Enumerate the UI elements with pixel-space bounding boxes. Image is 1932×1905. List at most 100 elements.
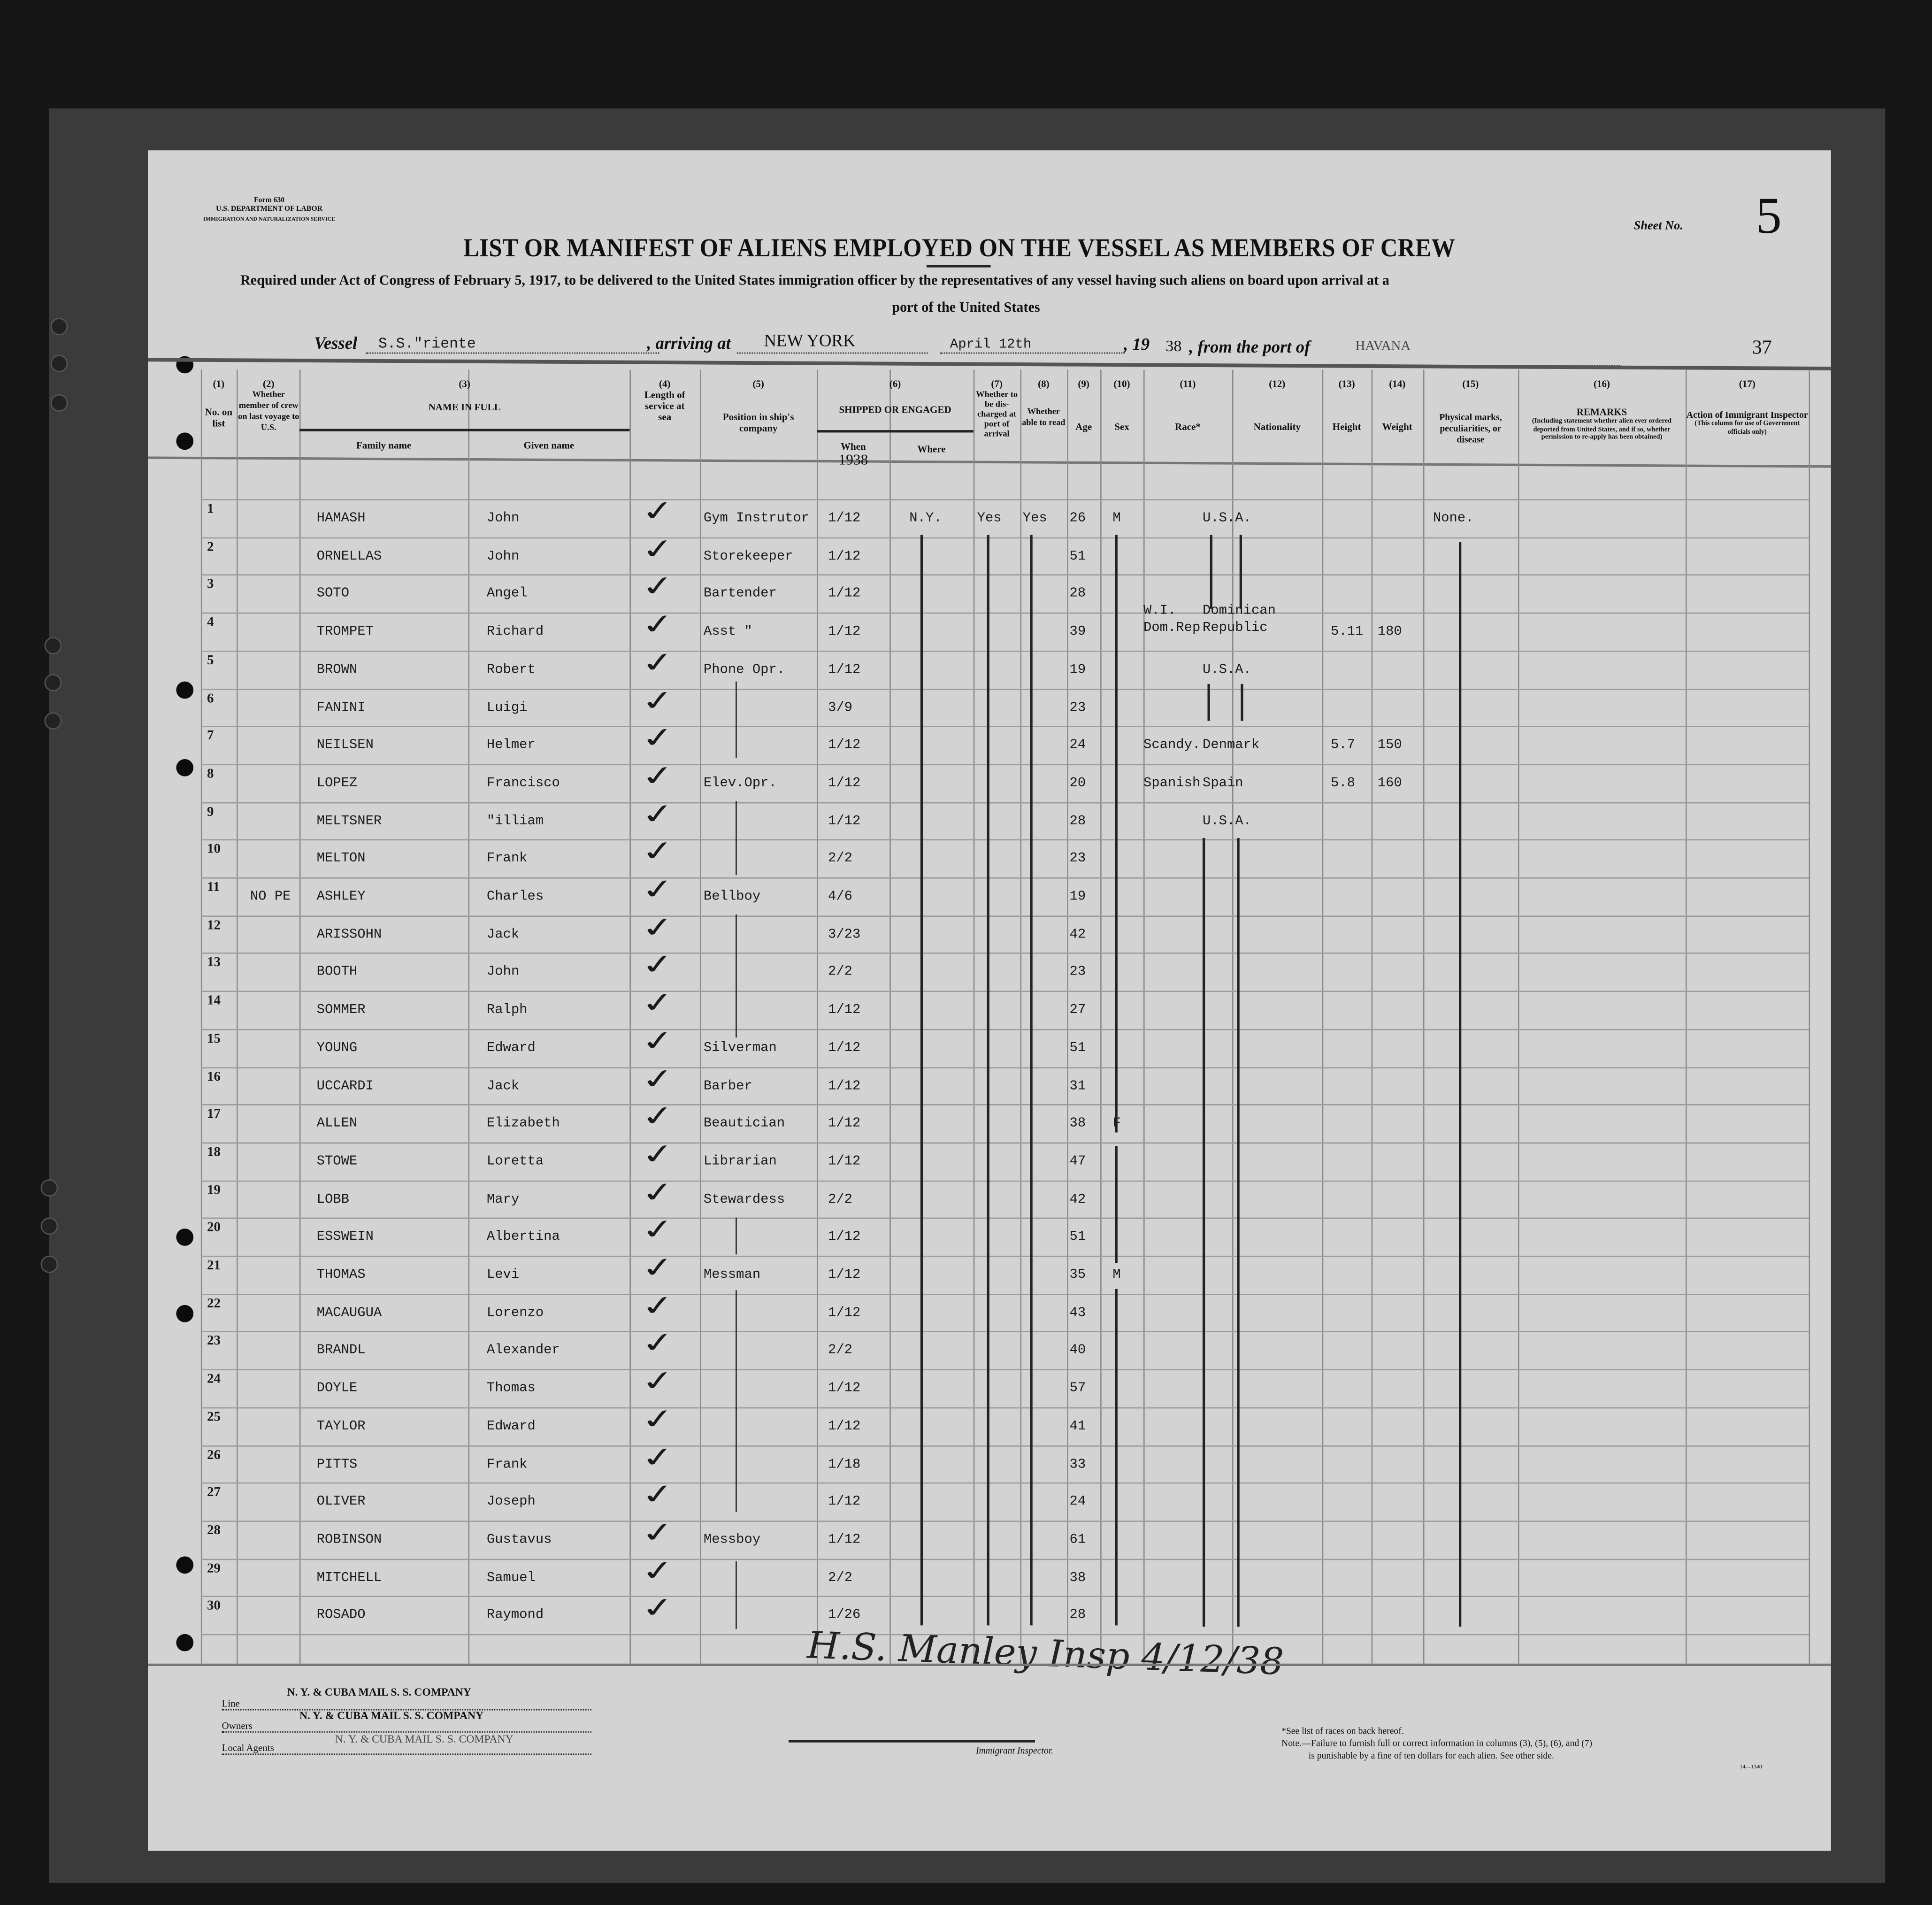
- family-name: ROBINSON: [316, 1533, 382, 1548]
- col7-header: (7) Whether to be dis-charged at port of …: [976, 378, 1018, 439]
- given-name: Raymond: [486, 1608, 544, 1623]
- row-divider: [200, 1596, 1809, 1598]
- nationality: Spain: [1203, 776, 1243, 791]
- port-label: , from the port of: [1189, 338, 1311, 358]
- position: Librarian: [703, 1154, 777, 1169]
- table-row: 29 MITCHELL Samuel ✓ 2/2 38: [0, 1554, 1932, 1597]
- row-divider: [200, 1142, 1809, 1144]
- shipped-when: 1/12: [828, 549, 861, 564]
- row-number: 23: [207, 1334, 221, 1349]
- length-of-service-check: ✓: [638, 684, 679, 718]
- row-divider: [200, 1255, 1809, 1257]
- form-department: U.S. DEPARTMENT OF LABOR: [215, 206, 323, 214]
- row-divider: [200, 1029, 1809, 1030]
- length-of-service-check: ✓: [638, 1062, 679, 1097]
- shipped-when: 3/9: [828, 700, 853, 715]
- column-divider: [468, 369, 470, 1664]
- arriving-label: , arriving at: [647, 335, 731, 354]
- col14-header: (14) Weight: [1382, 378, 1412, 433]
- table-row: 30 ROSADO Raymond ✓ 1/26 28: [0, 1592, 1932, 1634]
- age: 33: [1069, 1457, 1086, 1472]
- page-number: 37: [1752, 338, 1772, 359]
- age: 23: [1069, 852, 1086, 867]
- length-of-service-check: ✓: [638, 836, 679, 869]
- ditto-mark-sex: [1115, 535, 1118, 1133]
- row-divider: [200, 839, 1809, 841]
- inspector-signature-line: [789, 1740, 1035, 1742]
- length-of-service-check: ✓: [638, 760, 679, 794]
- ditto-mark-position: [736, 1217, 737, 1255]
- ditto-mark-nationality: [1203, 838, 1205, 1627]
- row-divider: [200, 953, 1809, 954]
- year-prefix: , 19: [1124, 336, 1150, 355]
- row-number: 7: [207, 728, 214, 744]
- family-name: ORNELLAS: [316, 549, 382, 564]
- form-number: Form 630: [253, 197, 285, 205]
- discharged: Yes: [977, 511, 1002, 526]
- given-name: Edward: [486, 1041, 536, 1056]
- family-name: DOYLE: [316, 1381, 358, 1397]
- given-name: Alexander: [486, 1344, 560, 1359]
- given-name: Elizabeth: [486, 1116, 560, 1132]
- where-header: Where: [917, 444, 946, 455]
- col12-header: (12) Nationality: [1253, 378, 1301, 433]
- shipped-when: 1/18: [828, 1457, 861, 1472]
- length-of-service-check: ✓: [638, 1138, 679, 1172]
- family-name: MELTON: [316, 852, 366, 867]
- row-divider: [200, 650, 1809, 652]
- age: 47: [1069, 1154, 1086, 1169]
- position: Bellboy: [703, 890, 761, 905]
- height: 5.8: [1331, 776, 1356, 791]
- col9-header: (9) Age: [1075, 378, 1092, 433]
- row-number: 2: [207, 539, 214, 554]
- age: 35: [1069, 1268, 1086, 1283]
- position: Phone Opr.: [703, 662, 785, 678]
- table-row: 13 BOOTH John ✓ 2/2 23: [0, 949, 1932, 991]
- given-name: Charles: [486, 890, 544, 905]
- weight: 150: [1377, 738, 1402, 753]
- row-divider: [200, 1483, 1809, 1484]
- column-divider: [629, 369, 631, 1664]
- given-name: Samuel: [486, 1570, 536, 1586]
- table-row: 12 ARISSOHN Jack ✓ 3/23 42: [0, 911, 1932, 953]
- table-row: 7 NEILSEN Helmer ✓ 1/12 24 Scandy. Denmark 5.7 15…: [0, 722, 1932, 764]
- col16-header: (16) REMARKS (Including statement whether …: [1532, 378, 1672, 441]
- row-number: 29: [207, 1560, 221, 1576]
- length-of-service-check: ✓: [638, 533, 679, 567]
- table-row: 15 YOUNG Edward ✓ Silverman 1/12 51: [0, 1025, 1932, 1067]
- nationality: U.S.A.: [1203, 662, 1251, 678]
- family-name: BROWN: [316, 662, 358, 678]
- length-of-service-check: ✓: [638, 1441, 679, 1475]
- length-of-service-check: ✓: [638, 1403, 679, 1437]
- agents-value: N. Y. & CUBA MAIL S. S. COMPANY: [335, 1732, 514, 1745]
- length-of-service-check: ✓: [638, 911, 679, 945]
- binder-hole: [50, 355, 68, 372]
- given-name: Lorenzo: [486, 1306, 544, 1321]
- ditto-mark-position: [736, 801, 737, 875]
- row-number: 27: [207, 1485, 221, 1500]
- owners-label: Owners: [222, 1721, 591, 1733]
- length-of-service-check: ✓: [638, 1252, 679, 1286]
- table-row: 9 MELTSNER "illiam ✓ 1/12 28 U.S.A.: [0, 798, 1932, 840]
- row-number: 25: [207, 1409, 221, 1424]
- age: 28: [1069, 814, 1086, 829]
- binder-hole: [176, 681, 194, 699]
- shipped-when: 1/12: [828, 1003, 861, 1018]
- column-divider: [200, 369, 202, 1664]
- length-of-service-check: ✓: [638, 1365, 679, 1399]
- weight: 160: [1377, 776, 1402, 791]
- binder-hole: [176, 1305, 194, 1322]
- age: 28: [1069, 587, 1086, 602]
- column-divider: [1232, 369, 1234, 1664]
- binder-hole: [44, 674, 62, 691]
- row-divider: [200, 1331, 1809, 1333]
- col10-header: (10) Sex: [1113, 378, 1130, 433]
- row-divider: [200, 764, 1809, 765]
- table-row: 26 PITTS Frank ✓ 1/18 33: [0, 1441, 1932, 1483]
- row-number: 18: [207, 1145, 221, 1160]
- col13-header: (13) Height: [1332, 378, 1361, 433]
- row-divider: [200, 1369, 1809, 1371]
- binder-hole: [176, 1229, 194, 1246]
- ditto-mark-sex: [1115, 1146, 1118, 1263]
- shipped-when: 1/26: [828, 1608, 861, 1623]
